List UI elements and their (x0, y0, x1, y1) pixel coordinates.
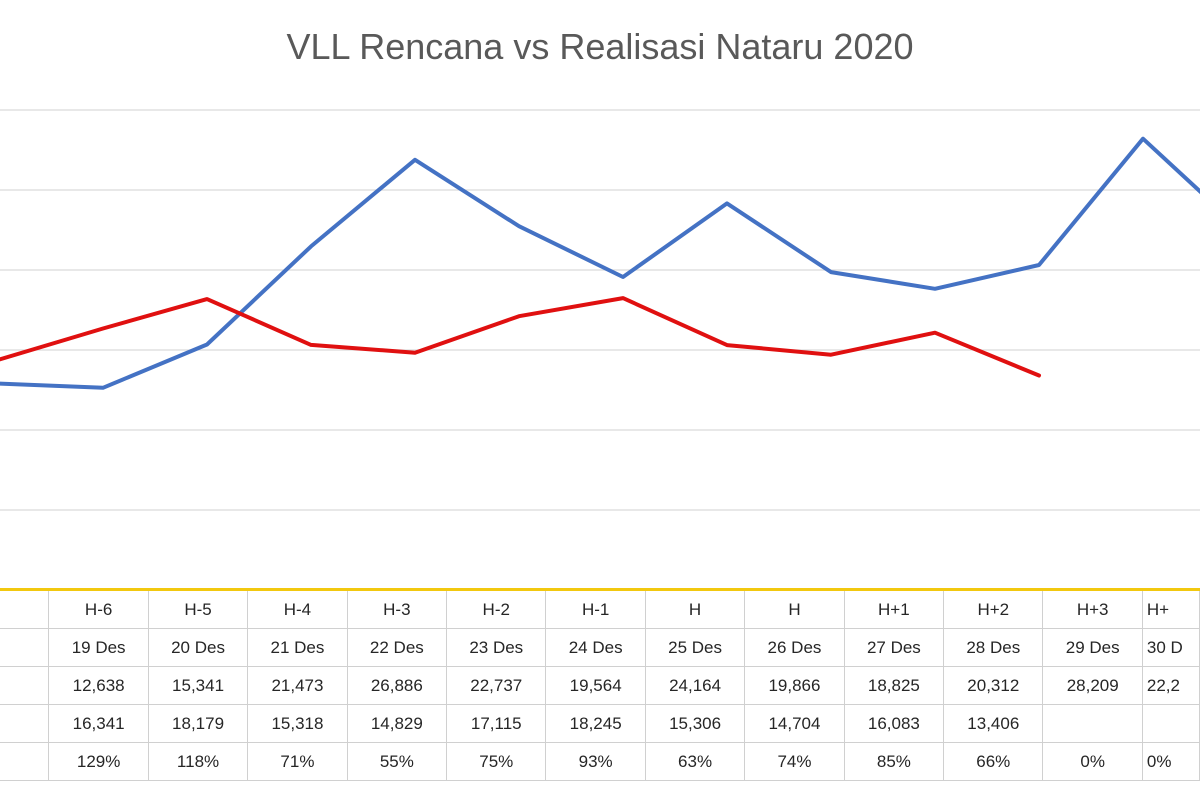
table-cell: 18,825 (844, 666, 945, 705)
table-cell: 28 Des (943, 628, 1044, 667)
table-cell: H-5 (148, 589, 249, 629)
table-cell: 14,829 (347, 704, 448, 743)
table-cell: H (645, 589, 746, 629)
date-row: 19 Des 20 Des 21 Des 22 Des 23 Des 24 Des 25 D… (0, 628, 1200, 667)
table-cell: 16,341 (48, 704, 149, 743)
table-cell: 19,866 (744, 666, 845, 705)
table-cell: 15,306 (645, 704, 746, 743)
table-cell: 24,164 (645, 666, 746, 705)
table-cell: 74% (744, 742, 845, 781)
series-line-1 (0, 296, 1041, 378)
table-cell: 17,115 (446, 704, 547, 743)
table-cell: 15,341 (148, 666, 249, 705)
table-cell: 13,406 (943, 704, 1044, 743)
table-cell (0, 704, 50, 743)
percent-row: 129% 118% 71% 55% 75% 93% 63% 74% 85% 66% 0% 0% (0, 742, 1200, 781)
table-cell: H-1 (545, 589, 646, 629)
table-cell: 21,473 (247, 666, 348, 705)
table-cell: H+3 (1042, 589, 1143, 629)
table-cell (0, 628, 50, 667)
table-cell (1142, 704, 1200, 743)
table-cell: H+1 (844, 589, 945, 629)
table-cell: H-4 (247, 589, 348, 629)
table-cell: 26,886 (347, 666, 448, 705)
table-cell: 20 Des (148, 628, 249, 667)
table-cell: 19,564 (545, 666, 646, 705)
table-cell: 75% (446, 742, 547, 781)
table-cell: 23 Des (446, 628, 547, 667)
table-cell: 66% (943, 742, 1044, 781)
table-cell: 85% (844, 742, 945, 781)
table-cell: 18,179 (148, 704, 249, 743)
table-cell: 0% (1042, 742, 1143, 781)
table-cell: 15,318 (247, 704, 348, 743)
table-cell: 19 Des (48, 628, 149, 667)
series-line-0 (0, 136, 1200, 390)
table-cell (1042, 704, 1143, 743)
table-cell: 0% (1142, 742, 1200, 781)
table-cell: 16,083 (844, 704, 945, 743)
table-cell: H-2 (446, 589, 547, 629)
table-cell: 28,209 (1042, 666, 1143, 705)
table-cell: 26 Des (744, 628, 845, 667)
table-cell: 12,638 (48, 666, 149, 705)
data-table: H-6 H-5 H-4 H-3 H-2 H-1 H H H+1 H+2 H+3 H+ 19 Des 20 … (0, 588, 1200, 781)
table-cell: 22,2 (1142, 666, 1200, 705)
table-cell: 22,737 (446, 666, 547, 705)
table-cell: 29 Des (1042, 628, 1143, 667)
table-cell: 21 Des (247, 628, 348, 667)
table-cell: 14,704 (744, 704, 845, 743)
table-cell: 27 Des (844, 628, 945, 667)
table-cell: 24 Des (545, 628, 646, 667)
table-cell: 20,312 (943, 666, 1044, 705)
table-cell: H+2 (943, 589, 1044, 629)
table-cell: 25 Des (645, 628, 746, 667)
table-cell: 129% (48, 742, 149, 781)
table-cell: H (744, 589, 845, 629)
table-cell: 118% (148, 742, 249, 781)
table-cell: 63% (645, 742, 746, 781)
realisasi-row: 16,341 18,179 15,318 14,829 17,115 18,245 15,3… (0, 704, 1200, 743)
table-cell: H-3 (347, 589, 448, 629)
table-cell (0, 742, 50, 781)
chart-title: VLL Rencana vs Realisasi Nataru 2020 (286, 26, 914, 67)
table-cell: 18,245 (545, 704, 646, 743)
table-cell (0, 666, 50, 705)
rencana-row: 12,638 15,341 21,473 26,886 22,737 19,564 24,1… (0, 666, 1200, 705)
table-cell: H-6 (48, 589, 149, 629)
table-cell: 93% (545, 742, 646, 781)
line-chart-plot (0, 109, 1200, 511)
table-cell: 55% (347, 742, 448, 781)
table-cell: 30 D (1142, 628, 1200, 667)
table-cell: H+ (1142, 589, 1200, 629)
day-label-row: H-6 H-5 H-4 H-3 H-2 H-1 H H H+1 H+2 H+3 H+ (0, 589, 1200, 629)
table-cell: 71% (247, 742, 348, 781)
table-cell: 22 Des (347, 628, 448, 667)
table-cell (0, 589, 50, 629)
